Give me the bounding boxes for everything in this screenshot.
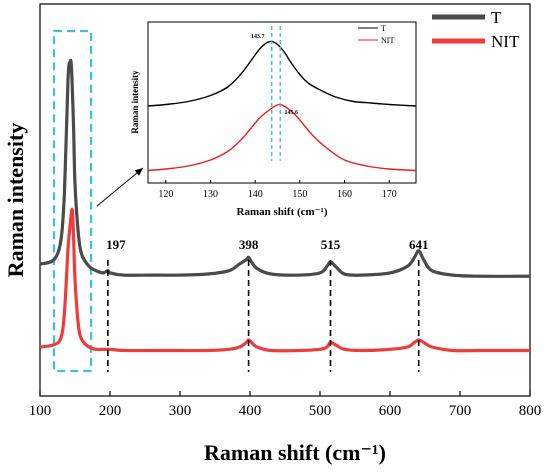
- inset-y-axis-title: Raman intensity: [130, 70, 140, 134]
- x-tick-label: 300: [169, 403, 192, 419]
- inset-series-line-t: [147, 40, 417, 107]
- x-axis-title: Raman shift (cm⁻¹): [204, 440, 386, 465]
- plot-frame: [39, 3, 531, 397]
- series-line-nit: [39, 207, 530, 353]
- inset-x-tick-label: 170: [382, 189, 397, 200]
- x-tick-label: 600: [379, 403, 402, 419]
- inset-chart: 143.7 145.6 120 130 140 150 160 170 Raman shift …: [130, 21, 417, 218]
- inset-x-tick-label: 150: [292, 189, 307, 200]
- series-line-t: [39, 58, 531, 278]
- pointer-arrow-head: [134, 168, 143, 176]
- inset-legend-label-nit: NIT: [381, 36, 394, 45]
- legend-label-t: T: [491, 8, 502, 27]
- y-axis-title: Raman intensity: [3, 123, 28, 278]
- inset-frame: [147, 21, 417, 184]
- inset-x-axis-title: Raman shift (cm⁻¹): [237, 206, 328, 218]
- inset-series-line-nit: [147, 103, 417, 172]
- legend-label-nit: NIT: [491, 32, 520, 51]
- x-tick-label: 200: [99, 403, 122, 419]
- pointer-arrow-line: [96, 167, 144, 207]
- peak-label: 515: [321, 237, 341, 252]
- x-tick-label: 100: [29, 403, 52, 419]
- inset-x-tick-label: 130: [203, 189, 218, 200]
- inset-peak-label: 143.7: [251, 34, 265, 40]
- inset-legend-label-t: T: [381, 24, 386, 33]
- x-tick-label: 400: [239, 403, 262, 419]
- x-tick-label: 700: [449, 403, 472, 419]
- inset-x-tick-label: 120: [158, 189, 173, 200]
- x-tick-label: 800: [519, 403, 542, 419]
- peak-label: 398: [239, 237, 259, 252]
- peak-label: 641: [409, 237, 429, 252]
- inset-peak-label: 145.6: [284, 110, 298, 116]
- inset-x-tick-label: 140: [248, 189, 263, 200]
- x-tick-label: 500: [309, 403, 332, 419]
- peak-highlight-box: [52, 29, 93, 373]
- peak-label: 197: [106, 237, 126, 252]
- inset-x-tick-label: 160: [337, 189, 352, 200]
